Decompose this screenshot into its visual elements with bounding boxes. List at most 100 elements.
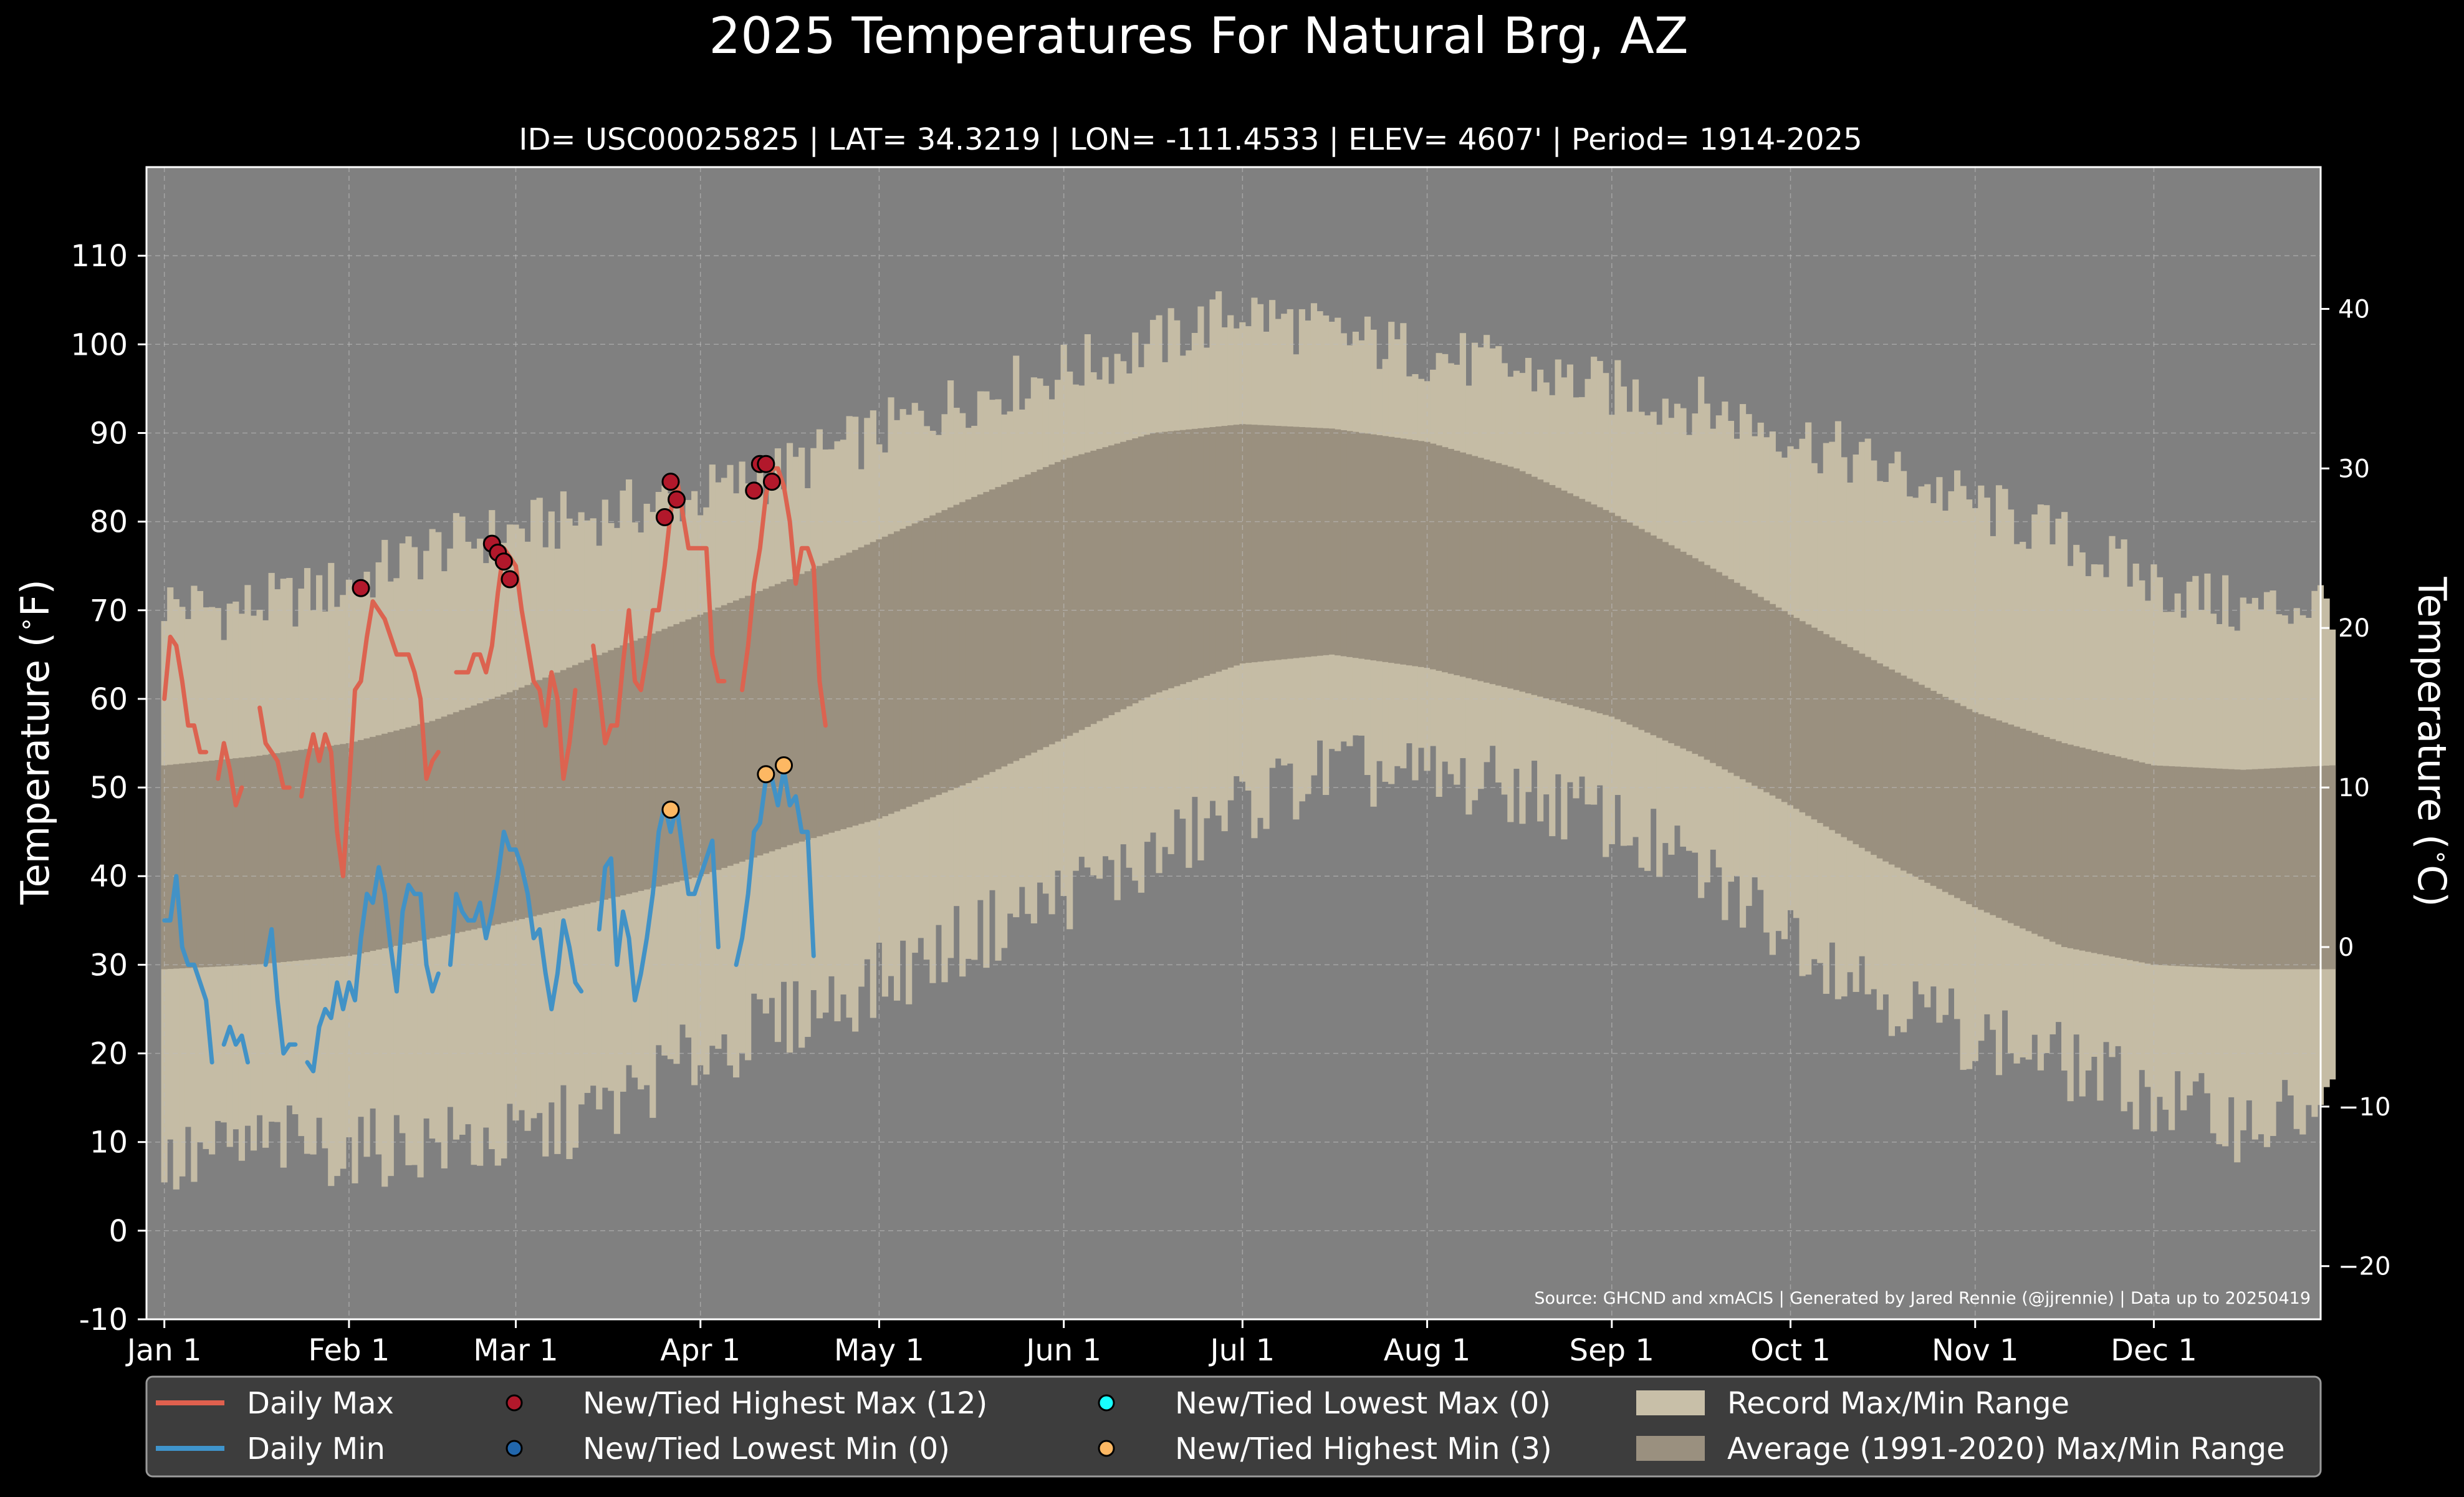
normal-range-bar	[1733, 582, 1740, 776]
normal-range-bar	[1394, 438, 1401, 664]
normal-range-bar	[1936, 693, 1943, 889]
plot-area	[145, 166, 2336, 1321]
normal-range-bar	[1108, 445, 1115, 715]
daily-min-line	[263, 927, 298, 1056]
normal-range-bar	[405, 727, 412, 943]
normal-range-bar	[286, 751, 293, 962]
normal-range-bar	[798, 574, 805, 842]
normal-range-bar	[2246, 769, 2253, 970]
normal-range-bar	[2061, 743, 2068, 947]
normal-range-bar	[1281, 426, 1288, 660]
x-axis: Jan 1 Feb 1 Mar 1 Apr 1 May 1 Jun 1 Jul 1 Aug 1…	[125, 1319, 2197, 1368]
daily-min-line	[734, 768, 816, 967]
normal-range-bar	[322, 746, 328, 958]
normal-range-bar	[1763, 600, 1770, 792]
normal-range-bar	[1055, 462, 1062, 742]
x-tick-label: Sep 1	[1570, 1333, 1654, 1368]
legend-label: Daily Max	[247, 1386, 394, 1421]
normal-range-bar	[1704, 565, 1710, 760]
normal-range-bar	[1013, 479, 1020, 761]
normal-range-bar	[1752, 593, 1758, 786]
normal-range-bar	[876, 539, 883, 819]
x-tick-label: Nov 1	[1932, 1333, 2018, 1368]
normal-range-bar	[1692, 558, 1699, 754]
normal-range-bar	[1310, 427, 1318, 657]
normal-range-bar	[274, 753, 281, 963]
legend-label: New/Tied Lowest Min (0)	[583, 1432, 950, 1466]
legend-swatch-dot	[506, 1440, 523, 1457]
normal-range-bar	[2073, 746, 2080, 950]
normal-range-bar	[1912, 681, 1919, 877]
legend-frame	[145, 1375, 2322, 1478]
normal-range-bar	[196, 761, 204, 968]
normal-range-bar	[1459, 452, 1466, 677]
legend-label: Daily Min	[247, 1432, 385, 1466]
legend-item: New/Tied Highest Min (3)	[1098, 1432, 1552, 1466]
normal-range-bar	[685, 619, 692, 879]
normal-range-bar	[1566, 493, 1574, 705]
normal-range-bar	[375, 735, 382, 950]
normal-range-bar	[1578, 499, 1586, 709]
normal-range-bar	[929, 515, 936, 797]
normal-range-bar	[2144, 764, 2151, 964]
normal-range-bar	[1287, 426, 1293, 659]
normal-range-bar	[2150, 765, 2157, 965]
normal-range-bar	[536, 680, 543, 915]
normal-range-bar	[214, 760, 221, 967]
normal-range-bar	[1412, 440, 1419, 667]
normal-range-bar	[2251, 769, 2258, 970]
normal-range-bar	[732, 600, 740, 864]
normal-range-bar	[1406, 439, 1412, 666]
y-tick-label: 50	[90, 771, 128, 806]
normal-range-bar	[1674, 548, 1681, 746]
normal-range-bar	[1465, 454, 1472, 678]
daily-max-line	[162, 634, 209, 754]
normal-range-bar	[947, 507, 954, 791]
normal-range-bar	[1197, 428, 1204, 678]
normal-range-bar	[899, 528, 906, 809]
record-high-max-point	[661, 473, 680, 491]
normal-range-bar	[2276, 768, 2283, 970]
normal-range-bar	[2323, 766, 2330, 970]
normal-range-bar	[631, 640, 638, 893]
normal-range-bar	[620, 645, 626, 896]
x-tick-label: Jan 1	[125, 1333, 202, 1368]
normal-range-bar	[1519, 471, 1526, 692]
normal-range-bar	[209, 760, 216, 967]
normal-range-bar	[1328, 428, 1335, 655]
normal-range-bar	[703, 612, 710, 874]
normal-range-bar	[489, 698, 496, 926]
normal-range-bar	[2132, 761, 2139, 961]
normal-range-bar	[1477, 458, 1484, 681]
normal-range-bar	[333, 744, 340, 957]
normal-range-bar	[638, 638, 645, 891]
normal-range-bar	[1781, 611, 1788, 802]
normal-range-bar	[292, 750, 299, 961]
normal-range-bar	[608, 650, 615, 898]
legend-label: New/Tied Lowest Max (0)	[1175, 1386, 1551, 1421]
normal-range-bar	[1995, 720, 2003, 918]
normal-range-bar	[1174, 430, 1181, 686]
normal-range-bar	[870, 542, 876, 821]
y-tick-label: 60	[90, 682, 128, 717]
normal-range-bar	[2311, 766, 2318, 970]
normal-range-bar	[1739, 586, 1747, 779]
normal-range-bar	[530, 682, 537, 917]
normal-range-bar	[2043, 737, 2050, 940]
record-high-max-point	[501, 570, 519, 589]
chart-title: 2025 Temperatures For Natural Brg, AZ	[709, 7, 1688, 65]
normal-range-bar	[2293, 767, 2300, 970]
legend-swatch-patch	[1636, 1390, 1705, 1415]
normal-range-bar	[393, 730, 400, 946]
normal-range-bar	[1620, 519, 1627, 722]
normal-range-bar	[1072, 456, 1079, 733]
normal-range-bar	[1430, 443, 1437, 670]
normal-range-bar	[2222, 769, 2229, 969]
normal-range-bar	[1400, 438, 1407, 665]
normal-range-bar	[399, 729, 406, 945]
normal-range-bar	[1293, 426, 1300, 658]
normal-range-bar	[1215, 426, 1222, 672]
normal-range-bar	[482, 701, 489, 927]
legend-swatch-dot	[1098, 1394, 1115, 1412]
normal-range-bar	[911, 523, 918, 805]
